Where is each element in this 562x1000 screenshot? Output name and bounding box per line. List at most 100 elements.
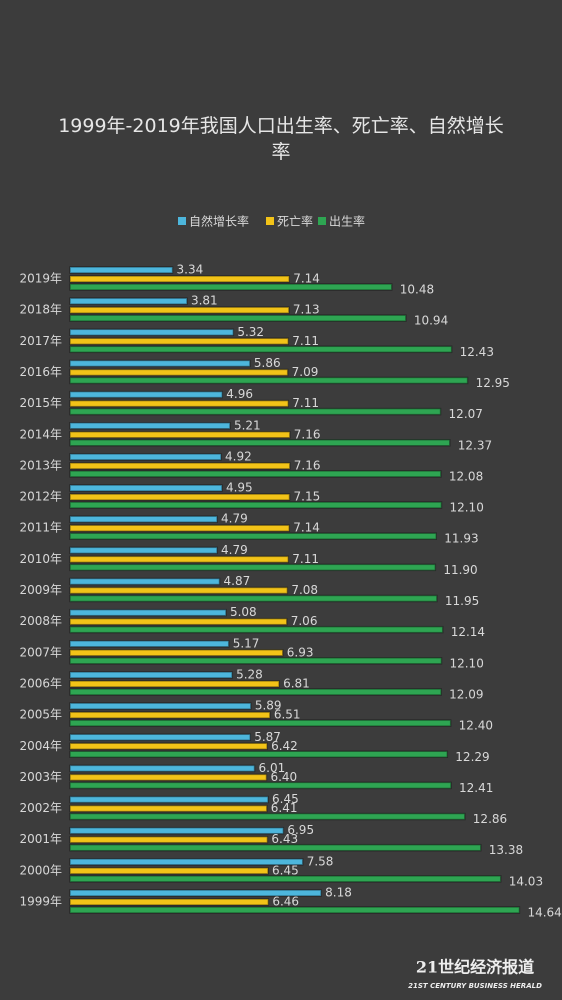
data-label: 12.14 (451, 625, 485, 639)
bar (69, 546, 218, 555)
data-label: 6.51 (274, 708, 301, 722)
y-tick-label: 2017年 (19, 334, 62, 348)
y-tick-label: 2000年 (19, 863, 62, 877)
data-label: 4.92 (225, 449, 252, 463)
watermark: 21世纪经济报道 (416, 958, 534, 977)
data-label: 6.81 (283, 676, 310, 690)
data-label: 12.07 (449, 407, 483, 421)
data-label: 4.96 (226, 387, 253, 401)
bar (69, 524, 290, 532)
data-label: 5.86 (254, 356, 281, 370)
bar (69, 867, 269, 875)
bar (69, 470, 442, 478)
bar (69, 314, 407, 322)
bar (69, 368, 289, 377)
data-label: 7.16 (294, 458, 321, 472)
bar (69, 812, 466, 821)
y-tick-label: 2001年 (19, 832, 62, 846)
bar (69, 422, 231, 430)
bar (69, 688, 442, 696)
bar (69, 431, 291, 439)
data-label: 7.06 (291, 614, 318, 628)
bar (69, 719, 452, 727)
y-tick-label: 2012年 (19, 490, 62, 504)
data-label: 10.94 (414, 314, 448, 328)
bar (69, 657, 443, 665)
bar (69, 608, 227, 617)
chart-title: 1999年-2019年我国人口出生率、死亡率、自然增长率 (58, 115, 504, 163)
data-label: 4.87 (224, 574, 251, 588)
data-label: 7.11 (292, 396, 319, 410)
data-label: 7.14 (293, 272, 320, 286)
data-label: 7.14 (293, 521, 320, 535)
legend-label: 死亡率 (277, 214, 313, 229)
bar (69, 680, 280, 688)
bar (69, 328, 235, 337)
bar (69, 439, 451, 447)
y-tick-label: 2004年 (19, 739, 62, 753)
bar (69, 275, 290, 283)
bar (69, 532, 438, 540)
bar (69, 702, 252, 710)
legend-swatch (178, 217, 186, 225)
data-label: 6.93 (287, 645, 314, 659)
data-label: 5.28 (236, 667, 263, 681)
bar (69, 484, 223, 492)
data-label: 11.95 (445, 594, 479, 608)
bar (69, 889, 322, 897)
data-label: 12.09 (449, 687, 483, 701)
bar (69, 515, 218, 523)
bar (69, 266, 174, 274)
bar (69, 345, 453, 354)
y-tick-label: 2006年 (19, 676, 62, 690)
bar (69, 594, 438, 603)
bar (69, 563, 437, 572)
bar (69, 906, 521, 914)
data-label: 7.13 (293, 303, 320, 317)
y-tick-label: 2002年 (19, 801, 62, 815)
data-label: 4.95 (226, 481, 253, 495)
bar (69, 795, 269, 804)
y-tick-label: 2005年 (19, 708, 62, 722)
bar (69, 399, 290, 408)
bar (69, 555, 290, 564)
data-label: 3.81 (191, 294, 218, 308)
data-label: 6.45 (272, 792, 299, 806)
data-label: 6.40 (270, 770, 297, 784)
bar (69, 337, 290, 346)
legend-label: 出生率 (329, 214, 365, 229)
data-label: 6.42 (271, 739, 298, 753)
bar (69, 306, 290, 314)
data-label: 5.17 (233, 636, 260, 650)
bar (69, 625, 444, 634)
data-label: 12.43 (460, 345, 494, 359)
bar (69, 359, 251, 368)
bar (69, 835, 269, 844)
bar (69, 773, 268, 782)
y-tick-label: 2014年 (19, 427, 62, 441)
bar (69, 750, 449, 758)
y-tick-label: 2018年 (19, 303, 62, 317)
y-tick-label: 2013年 (19, 458, 62, 472)
data-label: 5.89 (255, 699, 282, 713)
data-label: 7.11 (292, 552, 319, 566)
data-label: 4.79 (221, 512, 248, 526)
legend-swatch (266, 217, 274, 225)
data-label: 12.86 (473, 812, 507, 826)
bar (69, 671, 233, 679)
bar (69, 493, 291, 501)
data-label: 7.11 (292, 334, 319, 348)
data-label: 11.90 (443, 563, 477, 577)
y-tick-label: 2010年 (19, 552, 62, 566)
bar (69, 462, 291, 470)
data-label: 5.32 (237, 325, 264, 339)
data-label: 6.41 (271, 801, 298, 815)
watermark-subtitle: 21ST CENTURY BUSINESS HERALD (408, 982, 542, 990)
bar (69, 733, 251, 741)
bar (69, 297, 188, 305)
data-label: 6.46 (272, 895, 299, 909)
data-label: 12.08 (449, 469, 483, 483)
bar (69, 781, 452, 790)
y-tick-label: 2009年 (19, 583, 62, 597)
